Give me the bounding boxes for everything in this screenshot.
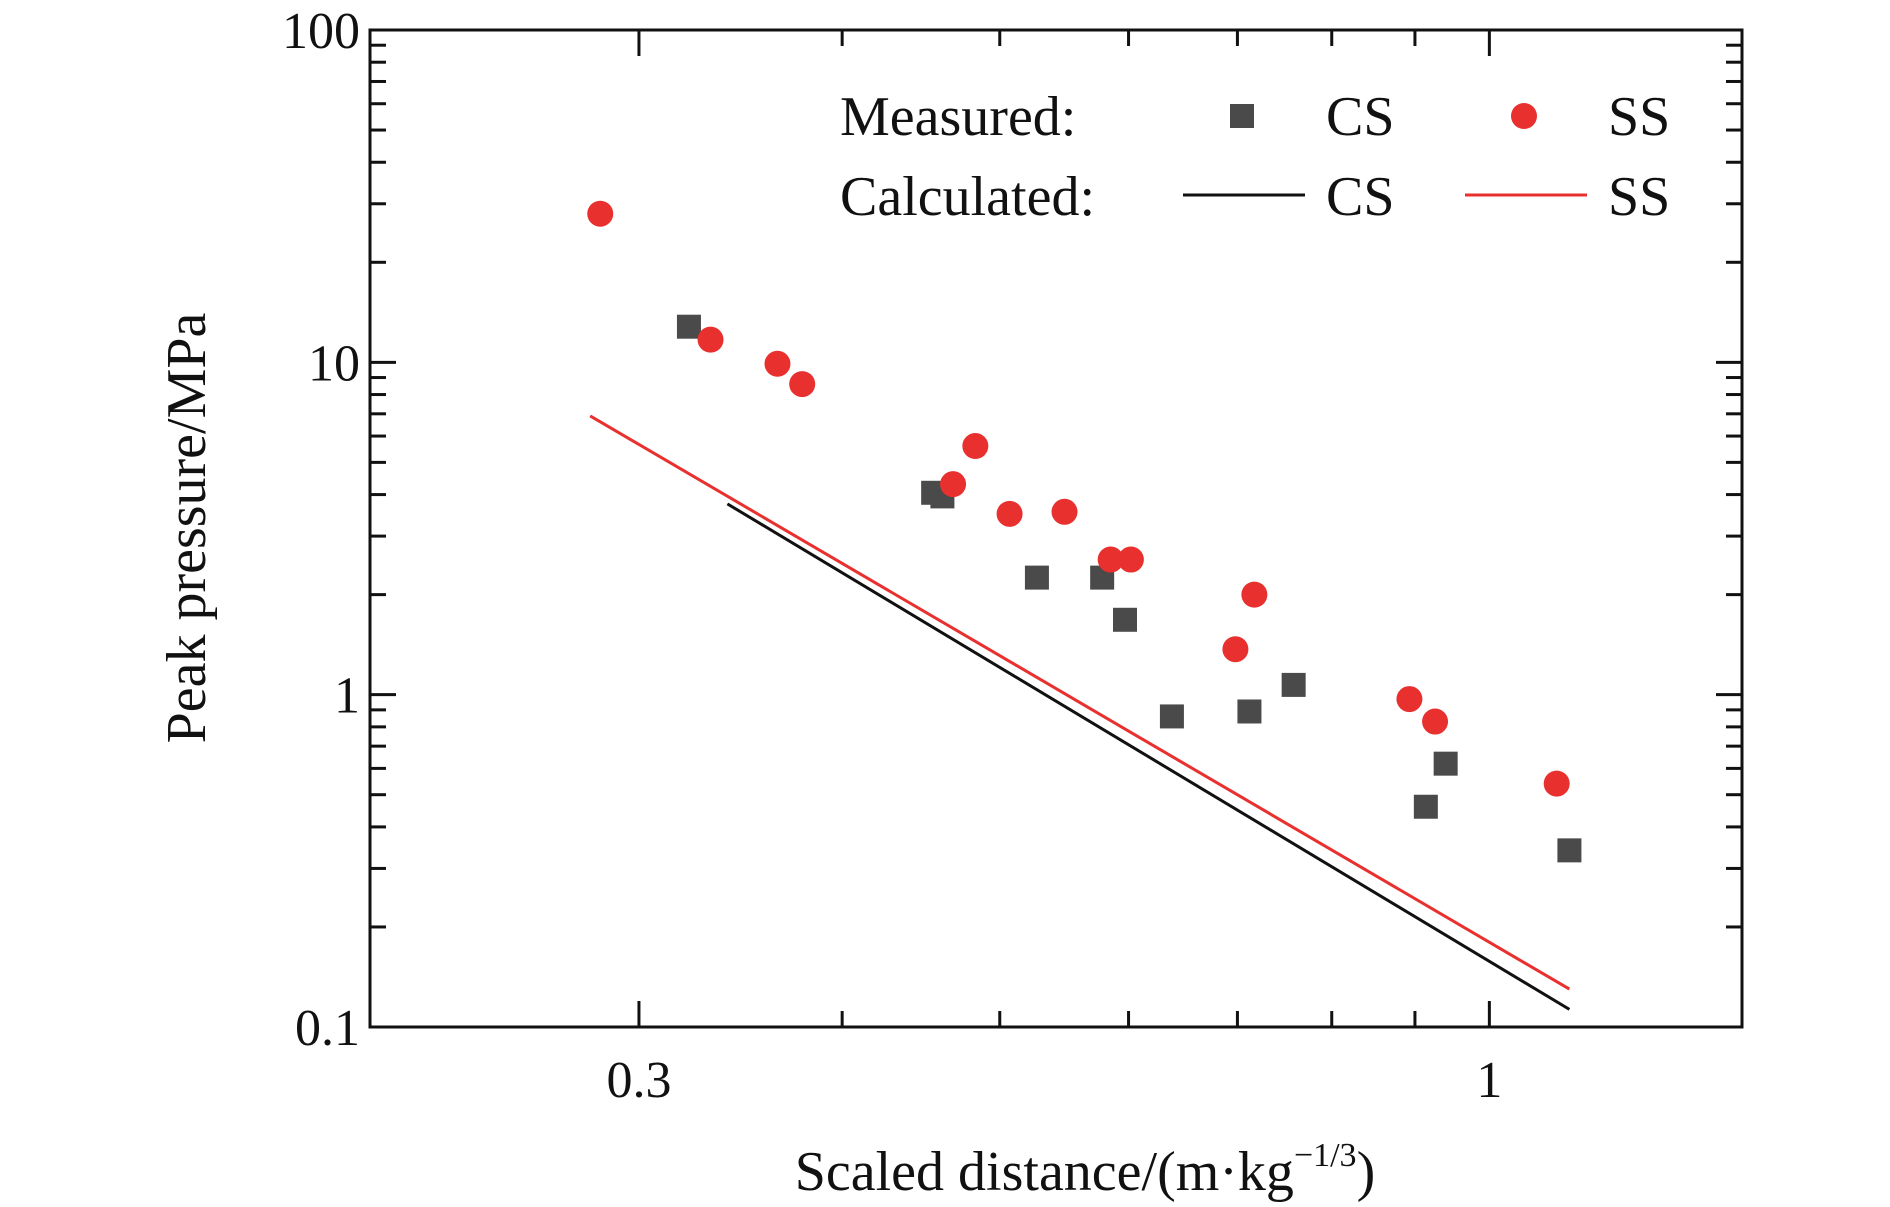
marker-cs [1557, 838, 1582, 863]
legend: Measured: Calculated: CS SS CS SS [840, 86, 1670, 228]
marker-ss [1117, 546, 1144, 573]
x-tick-label: 1 [1476, 1052, 1502, 1109]
marker-ss [1222, 636, 1249, 663]
calculated-lines [589, 414, 1571, 1011]
plot-frame [368, 28, 1744, 1029]
marker-cs [1413, 794, 1438, 819]
marker-ss [940, 471, 967, 498]
x-tick-label: 0.3 [606, 1052, 671, 1109]
x-axis-title-main: Scaled distance/(m·kg [795, 1141, 1294, 1203]
marker-cs [676, 314, 701, 339]
legend-ss-measured-marker [1511, 103, 1537, 129]
y-tick-label: 0.1 [295, 1000, 360, 1057]
marker-ss [1396, 686, 1423, 713]
legend-cs-calculated-label: CS [1326, 166, 1395, 228]
marker-ss [697, 326, 724, 353]
y-axis-title: Peak pressure/MPa [156, 312, 218, 743]
marker-cs [1433, 751, 1458, 776]
marker-ss [996, 500, 1023, 527]
legend-ss-measured-label: SS [1608, 86, 1670, 148]
marker-ss [1422, 708, 1449, 735]
marker-cs [1113, 607, 1138, 632]
legend-cs-measured-label: CS [1326, 86, 1395, 148]
legend-ss-calculated-label: SS [1608, 166, 1670, 228]
marker-ss [1543, 770, 1570, 797]
axis-ticks: 0.1 1 10 100 0.3 1 [282, 3, 1742, 1109]
legend-calculated-label: Calculated: [840, 166, 1095, 228]
marker-ss [1051, 498, 1078, 525]
x-axis-title-superscript: −1/3 [1294, 1137, 1357, 1174]
legend-cs-measured-marker [1230, 104, 1254, 128]
marker-cs [1024, 565, 1049, 590]
legend-measured-label: Measured: [840, 86, 1076, 148]
marker-ss [1097, 546, 1124, 573]
y-tick-label: 10 [308, 335, 360, 392]
marker-cs [1281, 672, 1306, 697]
marker-ss [962, 433, 989, 460]
calculated-line-cs [726, 502, 1571, 1011]
y-tick-label: 1 [334, 668, 360, 725]
marker-cs [1237, 699, 1262, 724]
marker-cs [1159, 704, 1184, 729]
x-axis-title-tail: ) [1357, 1141, 1376, 1203]
measured-markers [587, 200, 1582, 863]
marker-ss [587, 200, 614, 227]
calculated-line-ss [589, 414, 1571, 991]
marker-ss [789, 371, 816, 398]
x-axis-title: Scaled distance/(m·kg−1/3) [795, 1137, 1375, 1203]
marker-ss [764, 350, 791, 377]
y-tick-label: 100 [282, 3, 360, 60]
marker-ss [1241, 581, 1268, 608]
